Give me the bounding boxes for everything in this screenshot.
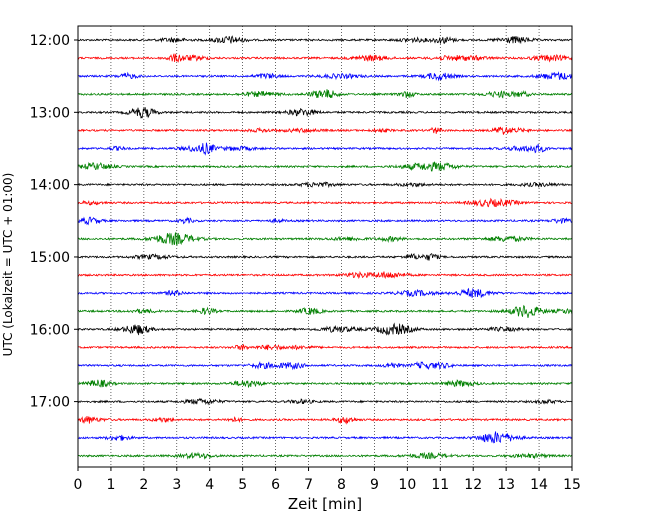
trace-1345 bbox=[77, 161, 573, 172]
y-tick-label: 16:00 bbox=[30, 322, 70, 338]
trace-1530 bbox=[77, 287, 573, 299]
trace-1645 bbox=[77, 379, 573, 389]
trace-1615 bbox=[77, 343, 573, 351]
trace-1400 bbox=[77, 181, 573, 189]
x-tick-label: 12 bbox=[464, 477, 482, 493]
x-axis-ticks: 0 1 2 3 4 5 6 7 8 9 10 11 12 13 14 15 bbox=[74, 467, 581, 493]
x-tick-label: 13 bbox=[497, 477, 515, 493]
seismic-traces bbox=[77, 35, 573, 460]
y-axis-ticks: 12:00 13:00 14:00 15:00 16:00 17:00 bbox=[30, 33, 78, 411]
y-tick-label: 14:00 bbox=[30, 178, 70, 194]
trace-1630 bbox=[77, 360, 573, 371]
trace-1515 bbox=[77, 270, 572, 280]
trace-1500 bbox=[77, 253, 573, 261]
trace-1245 bbox=[77, 89, 573, 99]
trace-1415 bbox=[77, 197, 573, 208]
x-tick-label: 14 bbox=[530, 477, 548, 493]
trace-1300 bbox=[77, 107, 573, 119]
x-tick-label: 11 bbox=[431, 477, 449, 493]
y-tick-label: 12:00 bbox=[30, 33, 70, 49]
trace-1600 bbox=[77, 322, 573, 336]
trace-1745 bbox=[77, 451, 573, 460]
trace-1215 bbox=[77, 53, 573, 63]
x-tick-label: 10 bbox=[398, 477, 416, 493]
y-tick-label: 13:00 bbox=[30, 105, 70, 121]
trace-1200 bbox=[77, 35, 572, 45]
x-tick-label: 6 bbox=[271, 477, 280, 493]
trace-1545 bbox=[77, 304, 573, 319]
trace-1315 bbox=[77, 126, 573, 135]
trace-1445 bbox=[77, 231, 573, 246]
plot-frame bbox=[77, 25, 573, 468]
x-tick-label: 8 bbox=[337, 477, 346, 493]
x-tick-label: 5 bbox=[238, 477, 247, 493]
trace-1715 bbox=[77, 415, 573, 425]
trace-1700 bbox=[77, 397, 573, 406]
x-tick-label: 15 bbox=[563, 477, 581, 493]
trace-1230 bbox=[77, 71, 573, 82]
x-tick-label: 4 bbox=[205, 477, 214, 493]
x-tick-label: 3 bbox=[172, 477, 181, 493]
y-tick-label: 15:00 bbox=[30, 250, 70, 266]
x-tick-label: 9 bbox=[370, 477, 379, 493]
x-tick-label: 0 bbox=[74, 477, 83, 493]
y-axis-label: UTC (Lokalzeit = UTC + 01:00) bbox=[1, 173, 15, 357]
x-tick-label: 7 bbox=[304, 477, 313, 493]
x-tick-label: 2 bbox=[139, 477, 148, 493]
trace-1730 bbox=[77, 431, 573, 444]
trace-1330 bbox=[77, 142, 573, 156]
y-tick-label: 17:00 bbox=[30, 395, 70, 411]
x-tick-label: 1 bbox=[106, 477, 115, 493]
trace-1430 bbox=[77, 216, 573, 226]
x-axis-label: Zeit [min] bbox=[288, 495, 362, 513]
